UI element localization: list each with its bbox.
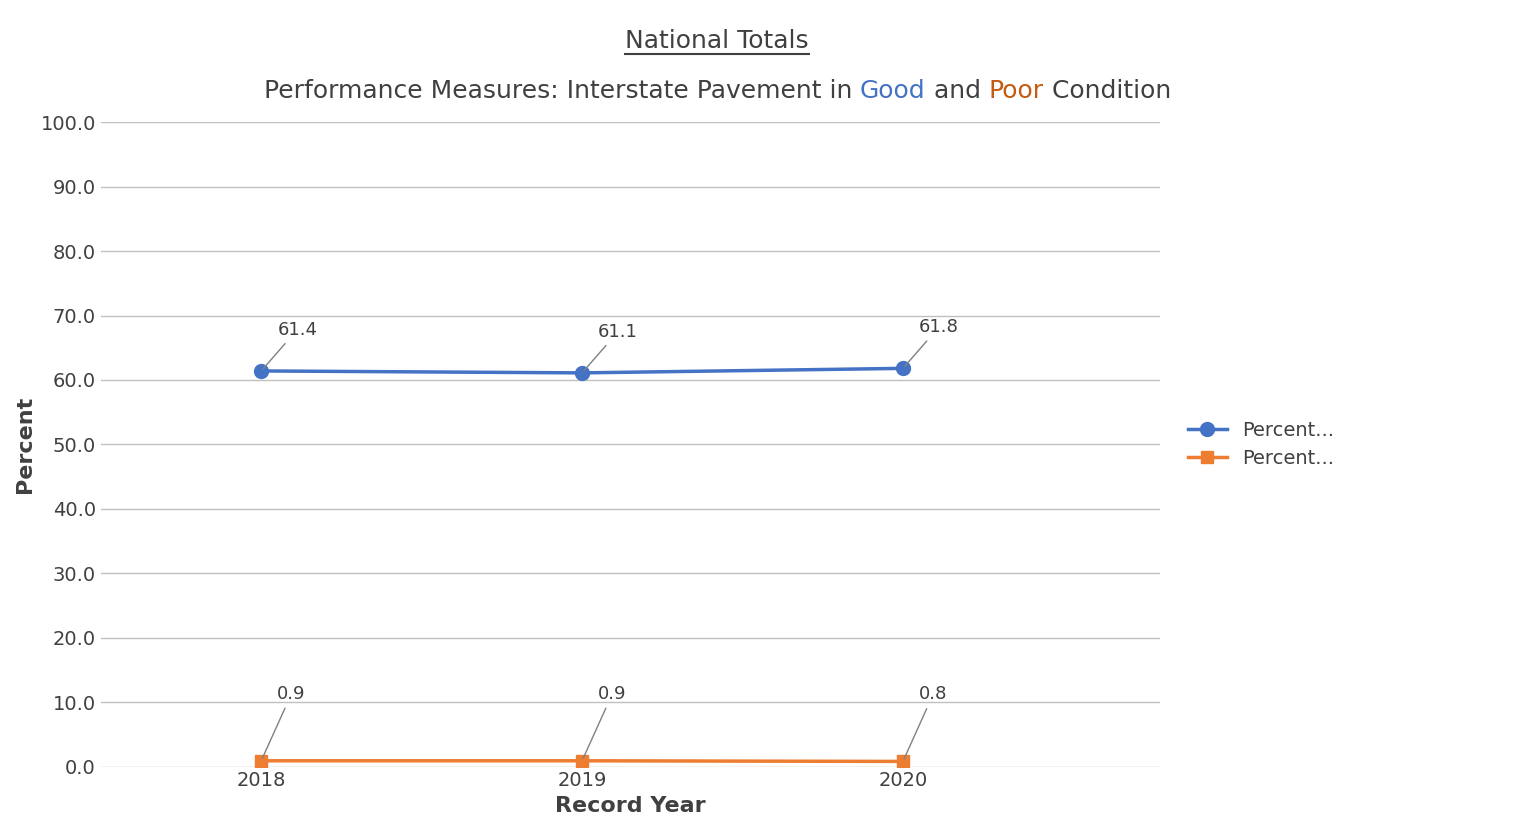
Text: 0.8: 0.8 — [903, 686, 948, 759]
Y-axis label: Percent: Percent — [15, 396, 35, 493]
Text: Good: Good — [861, 79, 926, 103]
Text: 0.9: 0.9 — [583, 685, 627, 758]
Text: 61.1: 61.1 — [584, 322, 638, 371]
Text: 0.9: 0.9 — [262, 685, 305, 758]
Text: 61.4: 61.4 — [262, 321, 317, 369]
Text: 61.8: 61.8 — [905, 318, 958, 366]
Text: Performance Measures: Interstate Pavement in: Performance Measures: Interstate Pavemen… — [264, 79, 861, 103]
Text: Poor: Poor — [989, 79, 1044, 103]
Text: National Totals: National Totals — [626, 29, 809, 53]
Text: and: and — [926, 79, 989, 103]
X-axis label: Record Year: Record Year — [555, 796, 705, 816]
Legend: Percent..., Percent...: Percent..., Percent... — [1180, 413, 1341, 476]
Text: Condition: Condition — [1044, 79, 1170, 103]
